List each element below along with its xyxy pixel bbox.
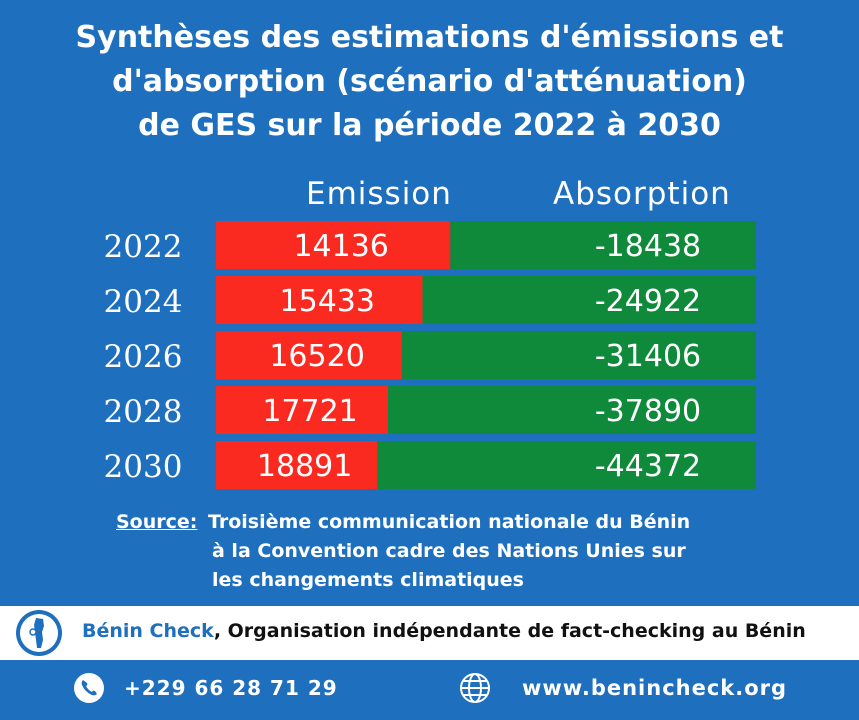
legend-absorption: Absorption — [553, 176, 731, 212]
data-label-emission-2024: 15433 — [280, 284, 375, 319]
tick-label-2028: 2028 — [104, 394, 183, 430]
globe-icon — [460, 673, 490, 703]
footer-website: www.benincheck.org — [458, 664, 787, 712]
data-label-absorption-2026: -31406 — [595, 339, 701, 374]
bar-emission-2030 — [216, 441, 378, 489]
brand-name: Bénin Check — [82, 620, 214, 642]
data-label-emission-2026: 16520 — [269, 339, 364, 374]
tick-label-2030: 2030 — [104, 449, 183, 485]
data-label-absorption-2028: -37890 — [595, 394, 701, 429]
benin-map-logo-icon — [16, 610, 62, 656]
source-note: Source: Troisième communication nationale… — [116, 508, 756, 595]
page-title: Synthèses des estimations d'émissions et… — [0, 16, 859, 148]
bar-emission-2028 — [216, 386, 389, 434]
legend-emission: Emission — [306, 176, 452, 212]
bar-absorption-2022 — [450, 221, 756, 269]
banner-text: Bénin Check, Organisation indépendante d… — [82, 620, 806, 642]
banner-tagline: , Organisation indépendante de fact-chec… — [213, 620, 806, 642]
data-label-emission-2028: 17721 — [262, 394, 357, 429]
chart-area: 2022 14136 -18438 2024 15433 -24922 2026 16520 -… — [104, 221, 756, 489]
data-label-absorption-2022: -18438 — [595, 229, 701, 264]
bar-emission-2024 — [216, 276, 423, 324]
bar-absorption-2026 — [402, 331, 756, 379]
title-line-2: d'absorption (scénario d'atténuation) — [112, 64, 747, 99]
source-line-1: Troisième communication nationale du Bén… — [208, 511, 691, 533]
bar-emission-2022 — [216, 221, 451, 269]
phone-number[interactable]: +229 66 28 71 29 — [124, 676, 338, 700]
bar-absorption-2024 — [422, 276, 756, 324]
source-label: Source: — [116, 511, 198, 533]
organization-banner: Bénin Check, Organisation indépendante d… — [0, 606, 859, 660]
data-label-absorption-2024: -24922 — [595, 284, 701, 319]
title-line-3: de GES sur la période 2022 à 2030 — [138, 108, 721, 143]
data-label-emission-2022: 14136 — [293, 229, 388, 264]
tick-label-2024: 2024 — [104, 284, 183, 320]
data-label-absorption-2030: -44372 — [595, 449, 701, 484]
bar-absorption-2028 — [388, 386, 756, 434]
source-line-3: les changements climatiques — [212, 569, 524, 591]
data-label-emission-2030: 18891 — [257, 449, 352, 484]
tick-label-2026: 2026 — [104, 339, 183, 375]
bar-absorption-2030 — [377, 441, 756, 489]
tick-label-2022: 2022 — [104, 229, 183, 265]
website-link[interactable]: www.benincheck.org — [522, 676, 788, 700]
bar-emission-2026 — [216, 331, 403, 379]
phone-icon — [74, 673, 104, 703]
footer-phone: +229 66 28 71 29 — [72, 664, 338, 712]
source-line-2: à la Convention cadre des Nations Unies … — [212, 540, 686, 562]
title-line-1: Synthèses des estimations d'émissions et — [75, 20, 784, 55]
